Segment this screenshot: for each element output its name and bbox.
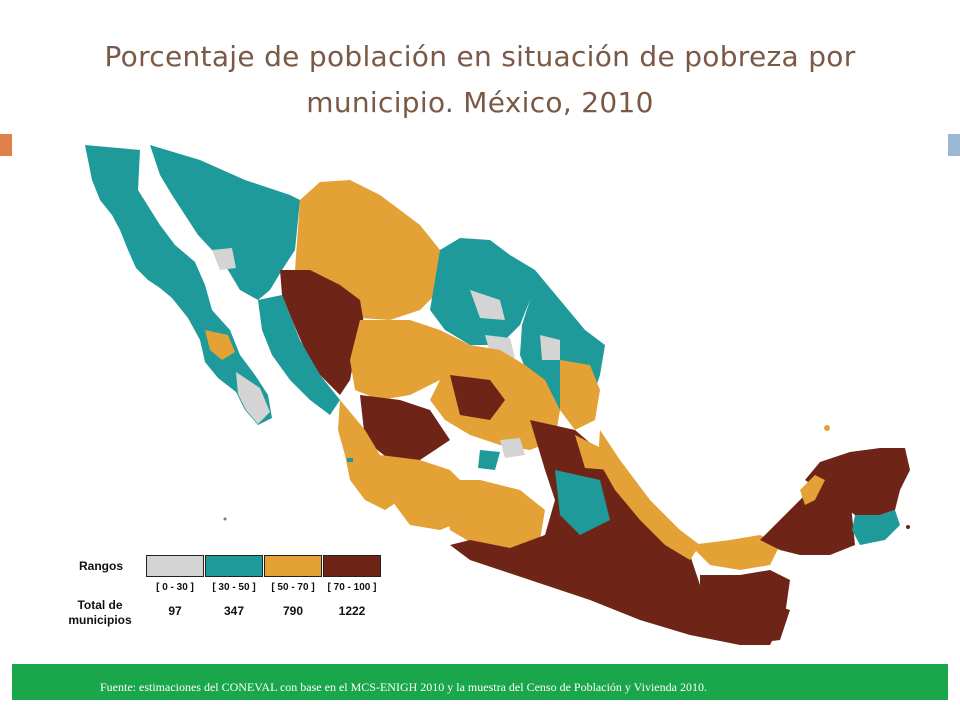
center-dark-1 [450, 375, 505, 420]
slide-title: Porcentaje de población en situación de … [104, 40, 856, 119]
center-south-dark [450, 420, 790, 645]
accent-bar-left [0, 134, 12, 156]
campeche-region [760, 485, 855, 555]
tabasco-region [690, 535, 780, 570]
legend-count-50-70: 790 [282, 604, 304, 618]
map-legend: Rangos Total de municipios [ 0 - 30 ] [ … [60, 552, 400, 632]
baja-gray-area [142, 175, 172, 220]
legend-count-0-30: 97 [168, 604, 182, 618]
legend-range-30-50: [ 30 - 50 ] [212, 582, 256, 593]
gray-patch-1 [212, 248, 236, 270]
chiapas-region [700, 570, 790, 645]
baja-mid-orange [205, 330, 235, 360]
durango-region [350, 320, 450, 400]
legend-count-30-50: 347 [223, 604, 245, 618]
accent-bar-right [948, 134, 960, 156]
legend-swatch-50-70 [264, 555, 322, 577]
yucatan-region [805, 448, 910, 515]
michoacan-region [440, 480, 545, 550]
island-1 [824, 425, 830, 431]
sierra-madre-dark [280, 270, 365, 395]
legend-count-70-100: 1222 [338, 604, 366, 618]
legend-total-label: Total de municipios [68, 598, 132, 627]
island-4 [223, 517, 227, 521]
source-footer: Fuente: estimaciones del CONEVAL con bas… [12, 664, 948, 700]
island-2 [906, 525, 910, 529]
baja-south-gray [236, 372, 270, 424]
tamaulipas-south [560, 360, 600, 430]
legend-swatch-30-50 [205, 555, 263, 577]
mexico-poverty-map [85, 145, 910, 645]
west-coast-region [338, 400, 400, 510]
island-3 [347, 458, 353, 462]
legend-range-50-70: [ 50 - 70 ] [271, 582, 315, 593]
legend-swatch-70-100 [323, 555, 381, 577]
legend-range-0-30: [ 0 - 30 ] [156, 582, 194, 593]
center-teal-mix [555, 470, 610, 535]
legend-range-70-100: [ 70 - 100 ] [327, 582, 377, 593]
legend-swatch-0-30 [146, 555, 204, 577]
gray-patch-4 [540, 335, 560, 360]
sinaloa-region [258, 295, 340, 415]
sonora-region [150, 145, 300, 300]
yucatan-orange-edge [800, 475, 825, 505]
gray-patch-2 [470, 290, 505, 320]
center-dark-2 [360, 395, 450, 460]
veracruz-orange [598, 430, 700, 560]
coahuila-region [430, 238, 530, 345]
center-teal-dots [478, 450, 500, 470]
quintana-roo-region [852, 510, 900, 545]
legend-rangos-label: Rangos [78, 559, 123, 573]
center-gray-dots [500, 438, 525, 458]
